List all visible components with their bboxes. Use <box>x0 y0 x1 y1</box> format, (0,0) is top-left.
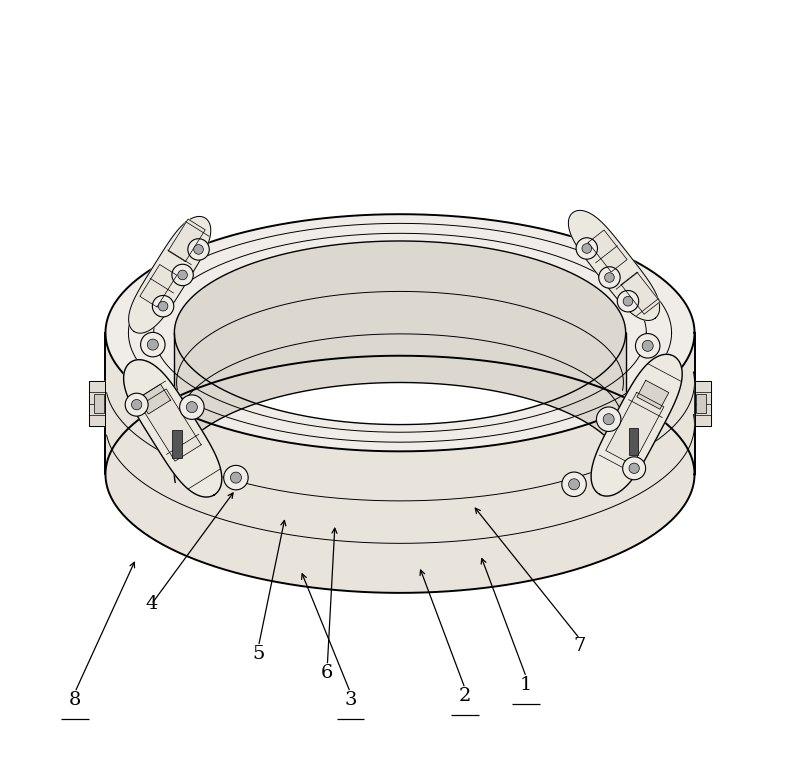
Circle shape <box>141 332 165 356</box>
Bar <box>173 431 182 458</box>
Text: 2: 2 <box>459 687 471 705</box>
Circle shape <box>635 334 660 358</box>
Circle shape <box>569 479 579 490</box>
Circle shape <box>194 245 203 254</box>
Circle shape <box>224 465 248 490</box>
Circle shape <box>131 399 142 410</box>
Circle shape <box>180 395 204 419</box>
Bar <box>94 395 104 413</box>
Polygon shape <box>124 360 222 497</box>
Polygon shape <box>621 272 660 314</box>
Polygon shape <box>588 230 627 272</box>
Polygon shape <box>637 380 669 409</box>
Circle shape <box>605 272 614 282</box>
Polygon shape <box>140 389 201 461</box>
Polygon shape <box>606 392 664 465</box>
Circle shape <box>152 295 174 317</box>
Polygon shape <box>694 381 711 427</box>
Text: 7: 7 <box>574 637 586 656</box>
Bar <box>696 395 706 413</box>
Polygon shape <box>89 381 106 427</box>
Circle shape <box>629 463 639 474</box>
Text: 3: 3 <box>344 691 357 709</box>
Polygon shape <box>138 384 170 414</box>
Polygon shape <box>140 265 177 307</box>
Circle shape <box>618 291 638 312</box>
Circle shape <box>562 472 586 496</box>
Circle shape <box>147 339 158 350</box>
Text: 1: 1 <box>520 675 533 694</box>
Circle shape <box>230 472 242 483</box>
Circle shape <box>186 402 198 412</box>
Text: 5: 5 <box>252 645 265 663</box>
Bar <box>629 428 638 455</box>
Text: 6: 6 <box>321 664 334 682</box>
Circle shape <box>158 301 168 311</box>
Circle shape <box>172 264 194 285</box>
PathPatch shape <box>106 214 694 451</box>
Polygon shape <box>174 241 626 474</box>
Circle shape <box>622 457 646 480</box>
Circle shape <box>597 407 621 431</box>
Circle shape <box>188 239 210 260</box>
Polygon shape <box>106 333 694 593</box>
Circle shape <box>603 414 614 425</box>
Circle shape <box>642 340 654 351</box>
Circle shape <box>125 393 148 416</box>
Circle shape <box>623 296 633 306</box>
Text: 8: 8 <box>69 691 81 709</box>
Text: 4: 4 <box>145 595 158 614</box>
Circle shape <box>598 267 620 288</box>
Polygon shape <box>568 210 660 321</box>
Polygon shape <box>168 219 206 262</box>
Circle shape <box>178 270 187 280</box>
Polygon shape <box>129 216 210 334</box>
Circle shape <box>582 243 591 253</box>
Polygon shape <box>591 354 682 496</box>
Circle shape <box>576 238 598 259</box>
